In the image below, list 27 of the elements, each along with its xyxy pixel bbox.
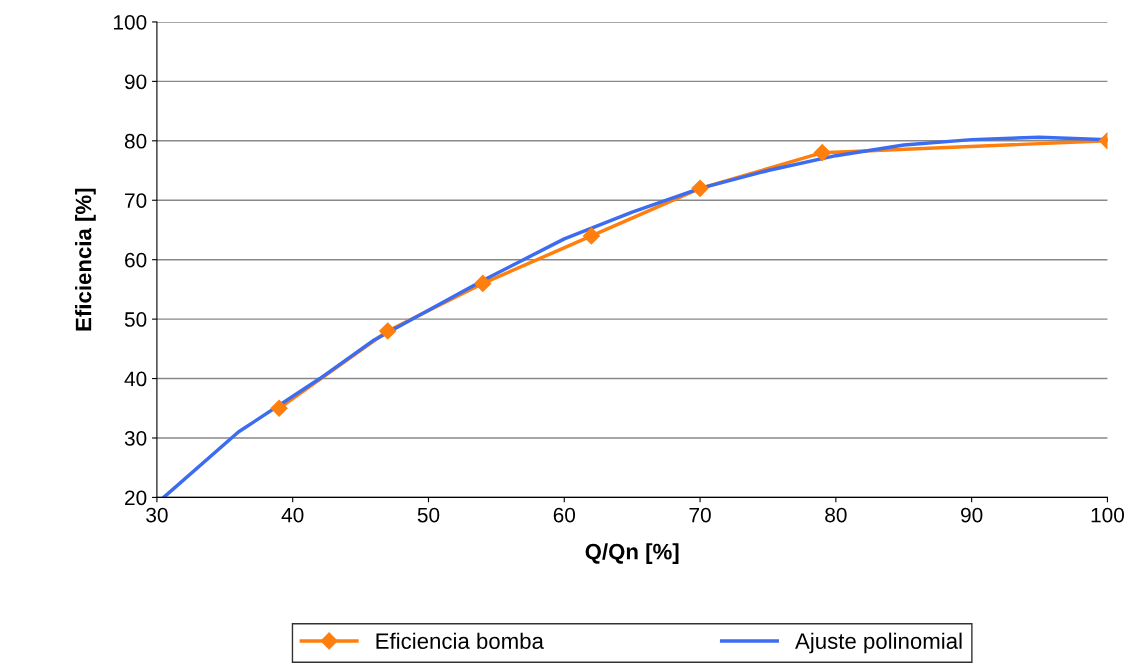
x-tick-label: 70 (689, 507, 711, 523)
x-tick-label: 60 (553, 507, 576, 523)
legend-label: Ajuste polinomial (795, 632, 962, 654)
legend-label: Eficiencia bomba (376, 632, 544, 649)
x-tick-label: 90 (961, 507, 983, 523)
y-tick-label: 80 (124, 133, 147, 149)
y-tick-label: 70 (125, 193, 147, 208)
y-axis-title: Eficiencia [%] (75, 188, 96, 331)
x-tick-label: 100 (1091, 507, 1124, 523)
y-tick-label: 60 (125, 252, 147, 268)
y-tick-label: 100 (114, 14, 147, 30)
point (691, 179, 709, 197)
y-tick-label: 30 (124, 430, 147, 446)
x-axis-title: Q/Qn [%] (585, 543, 679, 564)
x-tick-label: 80 (825, 507, 847, 523)
x-tick-label: 40 (281, 507, 304, 523)
y-tick-label: 50 (124, 312, 147, 327)
x-tick-label: 30 (146, 507, 168, 523)
point (582, 227, 600, 245)
y-tick-label: 20 (125, 490, 147, 506)
point (474, 274, 492, 293)
y-tick-label: 40 (124, 371, 147, 387)
x-tick-label: 50 (417, 507, 440, 523)
point (813, 144, 831, 162)
point (270, 399, 288, 417)
point (379, 322, 397, 340)
y-tick-label: 90 (124, 74, 147, 90)
